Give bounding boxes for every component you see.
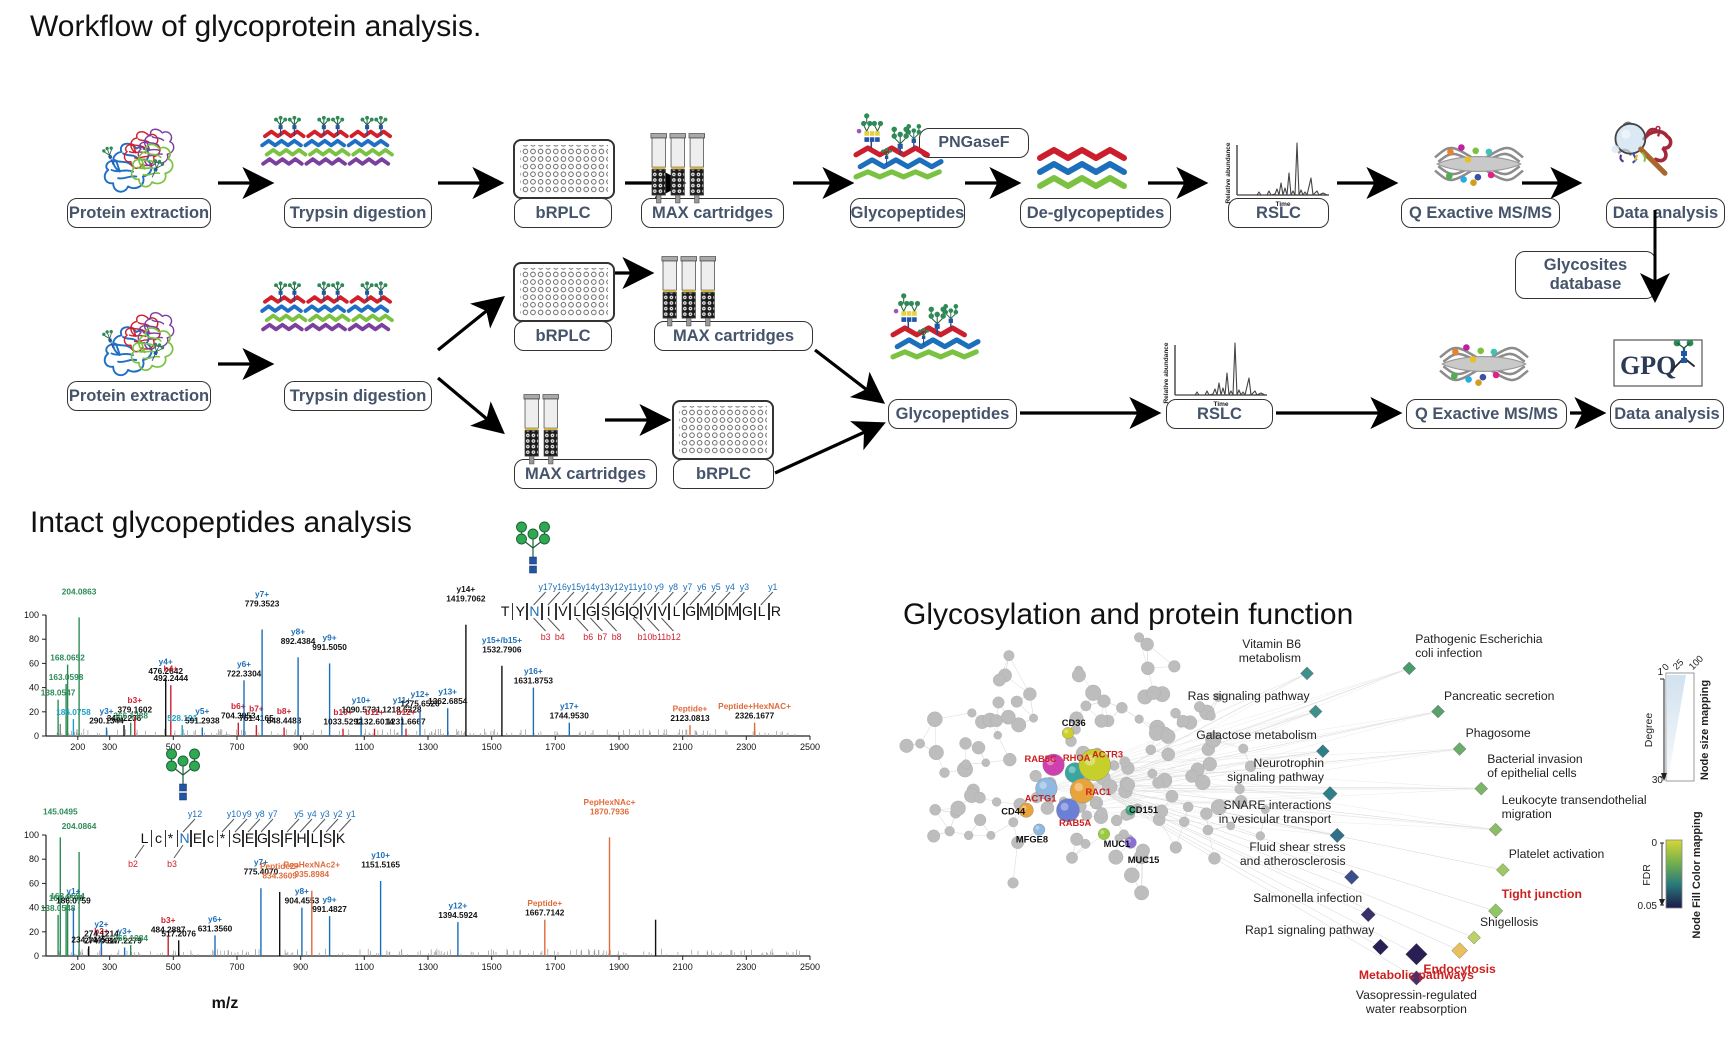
svg-text:900: 900	[293, 962, 308, 972]
svg-text:1870.7936: 1870.7936	[590, 806, 630, 816]
svg-text:145.0495: 145.0495	[43, 806, 78, 816]
svg-text:CD44: CD44	[1001, 807, 1026, 817]
svg-text:y10+: y10+	[371, 850, 390, 860]
svg-text:1900: 1900	[609, 962, 629, 972]
svg-text:b3+: b3+	[161, 915, 176, 925]
svg-text:1300: 1300	[418, 962, 438, 972]
svg-text:631.3560: 631.3560	[198, 923, 233, 933]
svg-text:MUC1: MUC1	[1104, 839, 1130, 849]
svg-text:366.1384: 366.1384	[113, 933, 148, 943]
svg-text:CD151: CD151	[1129, 805, 1158, 815]
svg-text:RAB5C: RAB5C	[1024, 754, 1056, 764]
svg-text:935.8984: 935.8984	[294, 869, 329, 879]
svg-text:y12+: y12+	[449, 901, 468, 911]
svg-text:991.4827: 991.4827	[312, 904, 347, 914]
svg-text:CD36: CD36	[1062, 718, 1086, 728]
svg-text:80: 80	[29, 854, 39, 864]
svg-text:y8+: y8+	[295, 886, 309, 896]
svg-text:PepHexNAc2+: PepHexNAc2+	[284, 860, 341, 870]
svg-text:0: 0	[34, 951, 39, 961]
svg-text:1700: 1700	[545, 962, 565, 972]
svg-text:PepHexNAc+: PepHexNAc+	[584, 797, 636, 807]
svg-text:y2+: y2+	[94, 919, 108, 929]
svg-text:MUC15: MUC15	[1128, 855, 1160, 865]
svg-text:517.2076: 517.2076	[161, 928, 196, 938]
svg-text:1151.5165: 1151.5165	[361, 860, 400, 870]
svg-text:RHOA: RHOA	[1063, 753, 1091, 763]
svg-text:1100: 1100	[355, 962, 374, 972]
svg-text:60: 60	[29, 878, 39, 888]
svg-text:100: 100	[24, 830, 39, 840]
svg-text:1667.7142: 1667.7142	[525, 908, 565, 918]
svg-text:2100: 2100	[673, 962, 693, 972]
svg-text:Peptide+: Peptide+	[527, 898, 562, 908]
svg-text:ACTR3: ACTR3	[1092, 750, 1123, 760]
svg-text:1500: 1500	[482, 962, 502, 972]
svg-text:186.0759: 186.0759	[56, 896, 91, 906]
svg-text:300: 300	[102, 962, 117, 972]
svg-text:2500: 2500	[800, 962, 820, 972]
svg-text:1394.5924: 1394.5924	[438, 910, 478, 920]
svg-text:y9+: y9+	[323, 895, 337, 905]
svg-text:200: 200	[70, 962, 85, 972]
svg-text:700: 700	[229, 962, 244, 972]
svg-text:500: 500	[166, 962, 181, 972]
svg-text:ACTG1: ACTG1	[1025, 794, 1057, 804]
svg-text:834.3609: 834.3609	[262, 870, 297, 880]
svg-text:2300: 2300	[736, 962, 756, 972]
svg-text:20: 20	[29, 927, 39, 937]
svg-text:RAC1: RAC1	[1085, 787, 1110, 797]
svg-text:RAB5A: RAB5A	[1059, 818, 1091, 828]
svg-text:MFGE8: MFGE8	[1016, 835, 1048, 845]
svg-text:y6+: y6+	[208, 914, 222, 924]
svg-text:40: 40	[29, 903, 39, 913]
svg-text:204.0864: 204.0864	[62, 821, 97, 831]
